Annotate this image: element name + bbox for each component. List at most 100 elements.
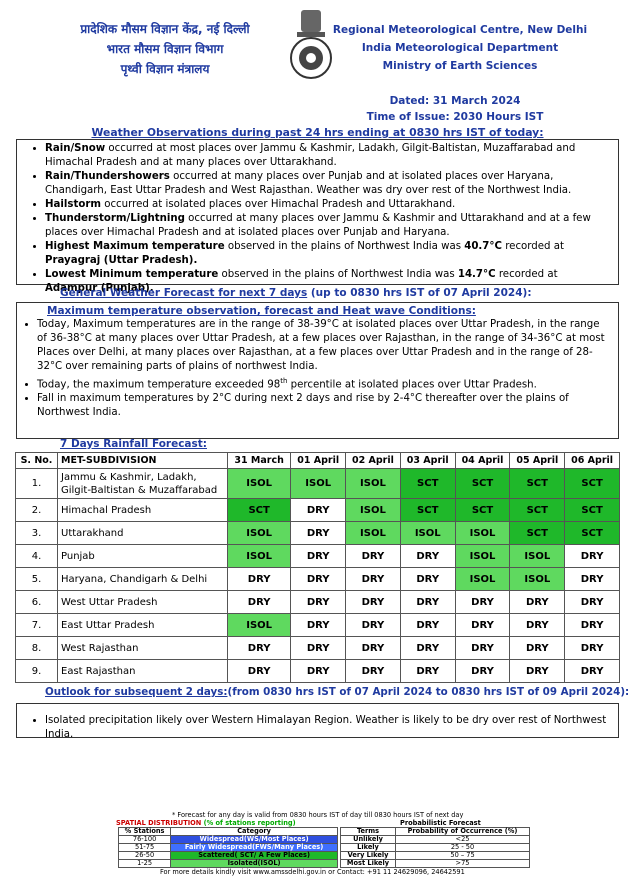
forecast-cell: DRY: [290, 613, 347, 637]
table-row: 7. East Uttar Pradesh ISOL DRY DRY DRY DRY DRY D…: [15, 613, 620, 637]
hindi-line: प्रादेशिक मौसम विज्ञान केंद्र, नई दिल्ली: [80, 22, 250, 36]
column-header: 06 April: [564, 452, 620, 469]
bullet-text: Rain/Snow: [45, 143, 106, 154]
bullet-text: Isolated precipitation likely over Weste…: [45, 715, 607, 740]
bullet: Today, Maximum temperatures are in the r…: [37, 318, 610, 374]
bullet-text: Adampur (Punjab).: [45, 283, 154, 294]
forecast-cell: ISOL: [509, 544, 566, 568]
bullet-list: Today, Maximum temperatures are in the r…: [17, 318, 618, 420]
forecast-box: Maximum temperature observation, forecas…: [16, 302, 619, 439]
hindi-line: भारत मौसम विज्ञान विभाग: [106, 42, 224, 56]
bullet-text: 14.7°C: [457, 269, 496, 280]
row-number: 4.: [15, 544, 58, 568]
forecast-cell: DRY: [509, 590, 566, 614]
subdivision: Haryana, Chandigarh & Delhi: [57, 567, 228, 591]
title-suffix: (up to 0830 hrs IST of 07 April 2024):: [307, 287, 532, 299]
prob-table: Terms Probability of Occurrence (%) Unlike…: [339, 827, 530, 868]
row-number: 3.: [15, 521, 58, 545]
category: Isolated(ISOL): [170, 859, 338, 868]
spatial-title: SPATIAL DISTRIBUTION (% of stations repo…: [116, 819, 296, 827]
table-row: 8. West Rajasthan DRY DRY DRY DRY DRY DRY DRY: [15, 636, 620, 660]
forecast-cell: ISOL: [226, 613, 292, 637]
subdivision: Himachal Pradesh: [57, 498, 228, 522]
forecast-cell: ISOL: [509, 567, 566, 591]
bullet: Fall in maximum temperatures by 2°C duri…: [37, 392, 610, 420]
title-text: General Weather Forecast for next 7 days: [60, 287, 308, 299]
subtitle: Maximum temperature observation, forecas…: [47, 305, 476, 317]
row-number: 1.: [15, 468, 58, 499]
forecast-cell: DRY: [345, 567, 401, 591]
bullet: Isolated precipitation likely over Weste…: [45, 714, 610, 742]
forecast-cell: DRY: [564, 590, 620, 614]
bullet-text: Thunderstorm/Lightning: [45, 213, 185, 224]
section-title: Outlook for subsequent 2 days:(from 0830…: [45, 686, 629, 698]
forecast-cell: DRY: [226, 636, 292, 660]
bullet-text: occurred at most places over Jammu & Kas…: [45, 143, 576, 168]
bullet-text: observed in the plains of Northwest Indi…: [224, 241, 465, 252]
column-header: 01 April: [290, 452, 347, 469]
table-row: 6. West Uttar Pradesh DRY DRY DRY DRY DRY DRY DR…: [15, 590, 620, 614]
forecast-cell: DRY: [345, 613, 401, 637]
bullet-text: occurred at many places over Punjab and …: [45, 171, 572, 196]
forecast-cell: DRY: [345, 659, 401, 683]
forecast-cell: DRY: [564, 659, 620, 683]
table-row: 4. Punjab ISOL DRY DRY DRY ISOL ISOL DRY: [15, 544, 620, 568]
forecast-cell: SCT: [509, 468, 566, 499]
forecast-cell: DRY: [399, 590, 456, 614]
subdivision: East Rajasthan: [57, 659, 228, 683]
row-number: 9.: [15, 659, 58, 683]
forecast-cell: DRY: [399, 567, 456, 591]
bullet-list: Isolated precipitation likely over Weste…: [17, 714, 618, 742]
forecast-cell: SCT: [564, 521, 620, 545]
forecast-cell: SCT: [509, 498, 566, 522]
forecast-cell: SCT: [454, 468, 511, 499]
bullet: Hailstorm occurred at isolated places ov…: [45, 198, 610, 212]
forecast-cell: DRY: [454, 636, 511, 660]
english-line: Regional Meteorological Centre, New Delh…: [332, 24, 588, 36]
issue-time: Time of Issue: 2030 Hours IST: [366, 111, 544, 123]
subdivision: Punjab: [57, 544, 228, 568]
observations-box: Rain/Snow occurred at most places over J…: [16, 139, 619, 294]
outlook-box: Isolated precipitation likely over Weste…: [16, 703, 619, 740]
bullet: Today, the maximum temperature exceeded …: [37, 374, 610, 392]
row-number: 8.: [15, 636, 58, 660]
footnote: * Forecast for any day is valid from 083…: [172, 811, 464, 819]
title-suffix: (from 0830 hrs IST of 07 April 2024 to 0…: [227, 686, 630, 698]
forecast-cell: DRY: [454, 590, 511, 614]
bullet: Lowest Minimum temperature observed in t…: [45, 268, 610, 296]
english-line: India Meteorological Department: [361, 42, 559, 54]
section-title: General Weather Forecast for next 7 days…: [60, 287, 532, 299]
column-header: 03 April: [399, 452, 456, 469]
bullet-text: observed in the plains of Northwest Indi…: [218, 269, 458, 280]
forecast-cell: SCT: [399, 498, 456, 522]
forecast-cell: SCT: [564, 468, 620, 499]
forecast-cell: DRY: [399, 544, 456, 568]
row-number: 7.: [15, 613, 58, 637]
bullet-text: occurred at many places over Jammu & Kas…: [45, 213, 591, 238]
forecast-cell: DRY: [290, 567, 347, 591]
table-row: 5. Haryana, Chandigarh & Delhi DRY DRY DRY DR…: [15, 567, 620, 591]
forecast-cell: DRY: [399, 659, 456, 683]
probability: >75: [395, 859, 530, 868]
header-row: S. No. MET-SUBDIVISION 31 March 01 April 02 …: [15, 452, 620, 469]
bullet-text: Fall in maximum temperatures by 2°C duri…: [37, 393, 569, 419]
bullet-text: Prayagraj (Uttar Pradesh).: [45, 255, 198, 266]
forecast-cell: DRY: [454, 613, 511, 637]
forecast-cell: DRY: [290, 590, 347, 614]
rainfall-table: S. No. MET-SUBDIVISION 31 March 01 April 02 …: [15, 452, 620, 683]
table-row: 3. Uttarakhand ISOL DRY ISOL ISOL ISOL SCT SCT: [15, 521, 620, 545]
bullet-text: percentile at isolated places over Uttar…: [287, 379, 537, 391]
title-text: SPATIAL DISTRIBUTION: [116, 819, 202, 827]
forecast-cell: DRY: [564, 636, 620, 660]
table-body: 1. Jammu & Kashmir, Ladakh, Gilgit-Baltis…: [15, 468, 620, 683]
subdivision: Jammu & Kashmir, Ladakh, Gilgit-Baltista…: [57, 468, 228, 499]
bullet-text: Today, Maximum temperatures are in the r…: [37, 319, 605, 372]
forecast-cell: DRY: [399, 613, 456, 637]
bullet-text: 40.7°C: [464, 241, 502, 252]
forecast-cell: SCT: [399, 468, 456, 499]
subdivision: West Rajasthan: [57, 636, 228, 660]
table-row: 1. Jammu & Kashmir, Ladakh, Gilgit-Baltis…: [15, 468, 620, 499]
column-header: 02 April: [345, 452, 401, 469]
table-row: 2. Himachal Pradesh SCT DRY ISOL SCT SCT SCT SCT: [15, 498, 620, 522]
